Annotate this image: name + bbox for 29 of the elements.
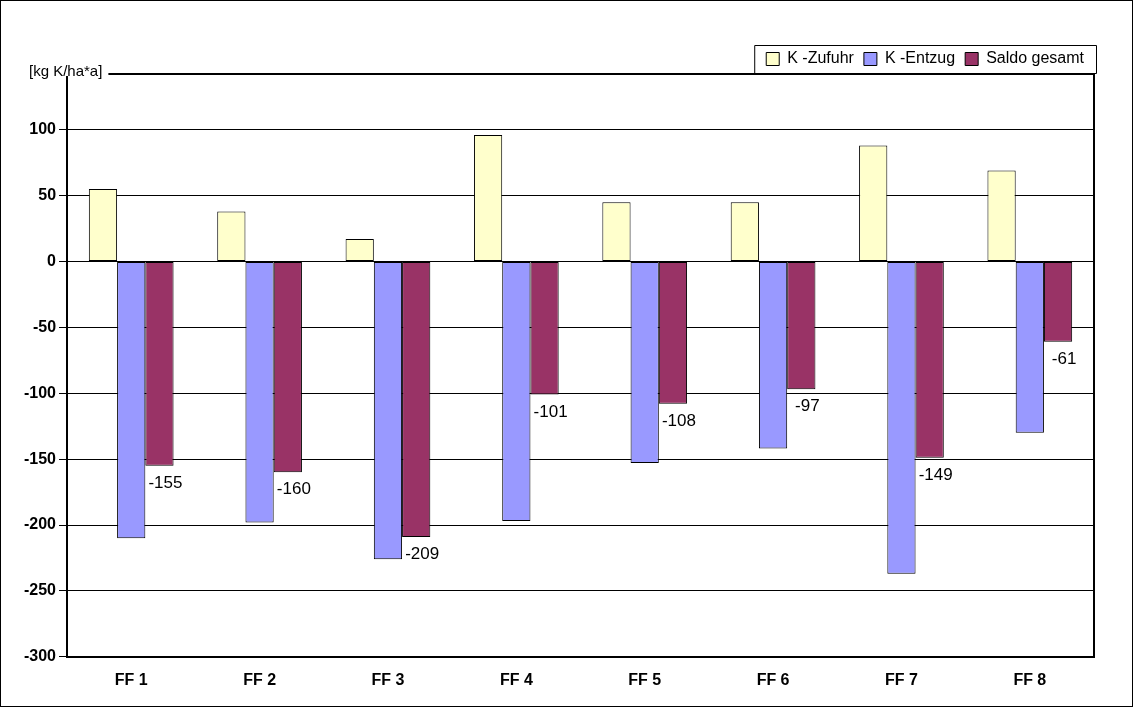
y-tick-label: -200 xyxy=(23,515,57,533)
data-label: -97 xyxy=(795,396,820,416)
x-tick-label: FF 1 xyxy=(114,670,148,688)
y-tick-label: 0 xyxy=(47,251,57,269)
data-label: -149 xyxy=(918,464,953,484)
legend-label: K -Entzug xyxy=(884,49,956,67)
y-tick-label: -50 xyxy=(32,317,57,335)
data-label: -61 xyxy=(1051,348,1077,368)
data-label: -209 xyxy=(405,543,440,563)
legend-label: K -Zufuhr xyxy=(787,49,855,67)
x-tick-label: FF 6 xyxy=(756,670,790,688)
y-axis-title: [kg K/ha*a] xyxy=(29,62,103,80)
y-tick-label: -100 xyxy=(23,383,57,401)
x-tick-label: FF 7 xyxy=(885,670,918,688)
data-label: -160 xyxy=(276,479,311,499)
x-tick-label: FF 5 xyxy=(628,670,662,688)
y-tick-label: -300 xyxy=(23,647,57,665)
x-tick-label: FF 2 xyxy=(243,670,277,688)
x-tick-label: FF 4 xyxy=(499,670,533,688)
data-label: -101 xyxy=(533,401,568,421)
y-tick-label: 100 xyxy=(29,120,57,138)
y-tick-label: 50 xyxy=(38,186,57,203)
y-tick-label: -150 xyxy=(23,449,57,467)
data-label: -155 xyxy=(148,472,183,492)
x-tick-label: FF 8 xyxy=(1013,670,1047,688)
y-tick-label: -250 xyxy=(23,581,57,599)
legend-label: Saldo gesamt xyxy=(986,49,1085,67)
data-label: -108 xyxy=(661,410,696,430)
x-tick-label: FF 3 xyxy=(371,670,405,688)
